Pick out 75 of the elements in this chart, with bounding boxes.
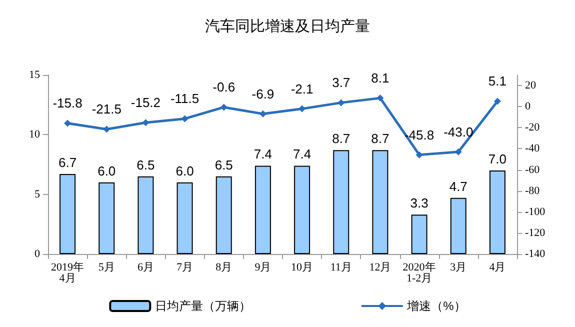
point <box>338 99 345 106</box>
x-tick-label: 2020年 1-2月 <box>402 262 436 284</box>
data-label: 7.4 <box>293 146 312 162</box>
x-tick-label: 3月 <box>450 262 467 274</box>
data-label: -6.9 <box>252 86 274 102</box>
data-label: -11.5 <box>170 91 200 106</box>
point <box>376 94 384 102</box>
y-tick-label: 10 <box>29 128 40 141</box>
point <box>142 119 150 126</box>
x-tick-label: 10月 <box>291 262 314 274</box>
x-tick-label: 4月 <box>489 262 506 274</box>
data-label: -15.8 <box>52 96 82 111</box>
y2-tick-label: -20 <box>525 122 540 134</box>
y2-tick-label: 0 <box>525 100 531 113</box>
x-tick-label: 12月 <box>369 262 392 274</box>
bar <box>372 150 388 254</box>
bar <box>254 166 271 254</box>
bar <box>98 182 115 254</box>
data-label: 5.1 <box>488 74 506 89</box>
y-tick-label: 15 <box>29 69 40 81</box>
bar <box>216 176 232 254</box>
y2-tick-label: -140 <box>525 248 546 260</box>
bar <box>489 170 506 254</box>
point <box>259 110 266 118</box>
y2-tick-label: 20 <box>525 80 536 92</box>
x-tick-label: 9月 <box>254 262 272 274</box>
data-label: 6.0 <box>176 163 194 178</box>
bar <box>411 214 428 254</box>
point <box>416 151 423 158</box>
x-tick-label: 5月 <box>98 262 115 274</box>
data-label: 7.0 <box>488 151 506 166</box>
y-tick-label: 5 <box>34 188 40 200</box>
point <box>454 148 462 156</box>
x-tick-label: 11月 <box>330 262 352 274</box>
data-label: 3.3 <box>410 196 428 211</box>
data-label: 6.7 <box>58 155 77 170</box>
x-tick-label: 6月 <box>137 262 154 274</box>
data-label: -0.6 <box>212 80 236 95</box>
data-label: 6.0 <box>98 163 116 178</box>
x-tick-label: 8月 <box>216 262 232 274</box>
data-label: 6.5 <box>136 157 155 172</box>
point <box>64 120 72 127</box>
bar <box>450 198 466 254</box>
data-label: 7.4 <box>254 146 272 162</box>
y2-tick-label: -80 <box>525 184 540 197</box>
legend-label: 增速（%） <box>406 299 466 313</box>
point <box>220 104 228 111</box>
data-label: 4.7 <box>449 178 468 194</box>
data-label: 8.7 <box>332 131 350 146</box>
data-label: -15.2 <box>130 95 161 110</box>
point <box>103 126 110 133</box>
data-label: 8.1 <box>371 70 390 86</box>
y2-tick-label: -100 <box>525 206 546 218</box>
data-label: 8.7 <box>371 131 390 146</box>
y-tick-label: 0 <box>34 248 40 260</box>
y2-tick-label: -120 <box>525 226 546 239</box>
data-label: 6.5 <box>214 157 233 172</box>
chart-title: 汽车同比增速及日均产量 <box>205 18 370 35</box>
y2-tick-label: -40 <box>525 142 540 155</box>
bar <box>176 182 193 254</box>
data-label: -43.0 <box>444 124 474 140</box>
bar <box>294 166 310 254</box>
x-tick-label: 2019年 4月 <box>51 262 84 284</box>
bar <box>333 150 350 254</box>
bar <box>138 176 154 254</box>
point <box>494 98 501 105</box>
point <box>181 115 188 122</box>
y2-tick-label: -60 <box>525 164 540 176</box>
data-label: 3.7 <box>332 75 350 90</box>
bar <box>60 174 76 254</box>
x-tick-label: 7月 <box>176 262 194 274</box>
data-label: -2.1 <box>290 81 314 96</box>
data-label: -21.5 <box>92 102 122 117</box>
point <box>298 105 306 112</box>
legend-label: 日均产量（万辆） <box>155 299 252 313</box>
